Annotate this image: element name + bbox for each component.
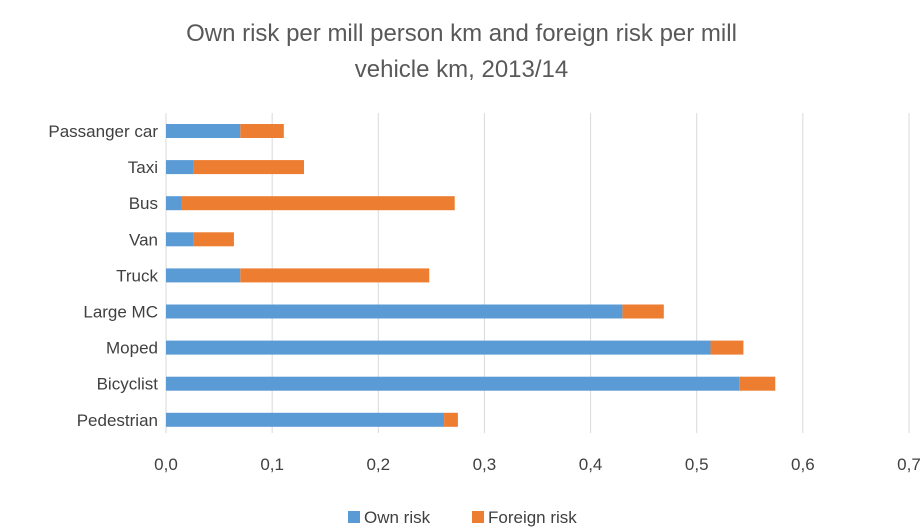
bar-foreign-risk (710, 340, 744, 355)
x-tick-label: 0,6 (791, 455, 815, 474)
chart-title-line: vehicle km, 2013/14 (355, 56, 568, 83)
chart-title: Own risk per mill person km and foreign … (186, 20, 737, 83)
bar-foreign-risk (444, 412, 458, 427)
category-label: Bus (129, 194, 158, 213)
legend-label: Foreign risk (488, 508, 577, 527)
x-tick-label: 0,2 (366, 455, 390, 474)
bar-foreign-risk (240, 268, 430, 283)
category-label: Bicyclist (97, 375, 159, 394)
bar-own-risk (166, 124, 241, 138)
category-label: Moped (106, 339, 158, 358)
legend-swatch (472, 511, 484, 523)
category-labels: Passanger car Taxi Bus Van Truck Large MC Mope… (48, 122, 158, 430)
bar-foreign-risk (622, 304, 664, 319)
x-tick-label: 0,4 (579, 455, 603, 474)
legend-label: Own risk (364, 508, 431, 527)
bar-own-risk (166, 304, 623, 319)
bar-own-risk (166, 196, 182, 211)
legend-swatch (348, 511, 360, 523)
category-label: Taxi (128, 158, 158, 177)
bars (166, 124, 776, 427)
bar-foreign-risk (193, 232, 234, 247)
bar-own-risk (166, 268, 241, 283)
legend: Own risk Foreign risk (348, 508, 577, 527)
bar-foreign-risk (193, 160, 304, 175)
bar-own-risk (166, 160, 194, 175)
category-label: Truck (116, 266, 158, 285)
x-tick-label: 0,1 (260, 455, 284, 474)
bar-own-risk (166, 376, 740, 391)
chart-title-line: Own risk per mill person km and foreign … (186, 20, 737, 47)
category-label: Van (129, 230, 158, 249)
bar-own-risk (166, 340, 711, 355)
x-tick-label: 0,0 (154, 455, 178, 474)
gridlines (165, 113, 910, 433)
bar-own-risk (166, 232, 194, 247)
bar-foreign-risk (739, 376, 776, 391)
x-tick-label: 0,7 (897, 455, 921, 474)
bar-foreign-risk (240, 124, 284, 138)
category-label: Passanger car (48, 122, 158, 141)
bar-own-risk (166, 412, 445, 427)
bar-foreign-risk (181, 196, 455, 211)
x-axis-tick-labels: 0,0 0,1 0,2 0,3 0,4 0,5 0,6 0,7 (154, 455, 921, 474)
x-tick-label: 0,5 (685, 455, 709, 474)
x-tick-label: 0,3 (473, 455, 497, 474)
category-label: Pedestrian (77, 411, 158, 430)
category-label: Large MC (83, 303, 158, 322)
